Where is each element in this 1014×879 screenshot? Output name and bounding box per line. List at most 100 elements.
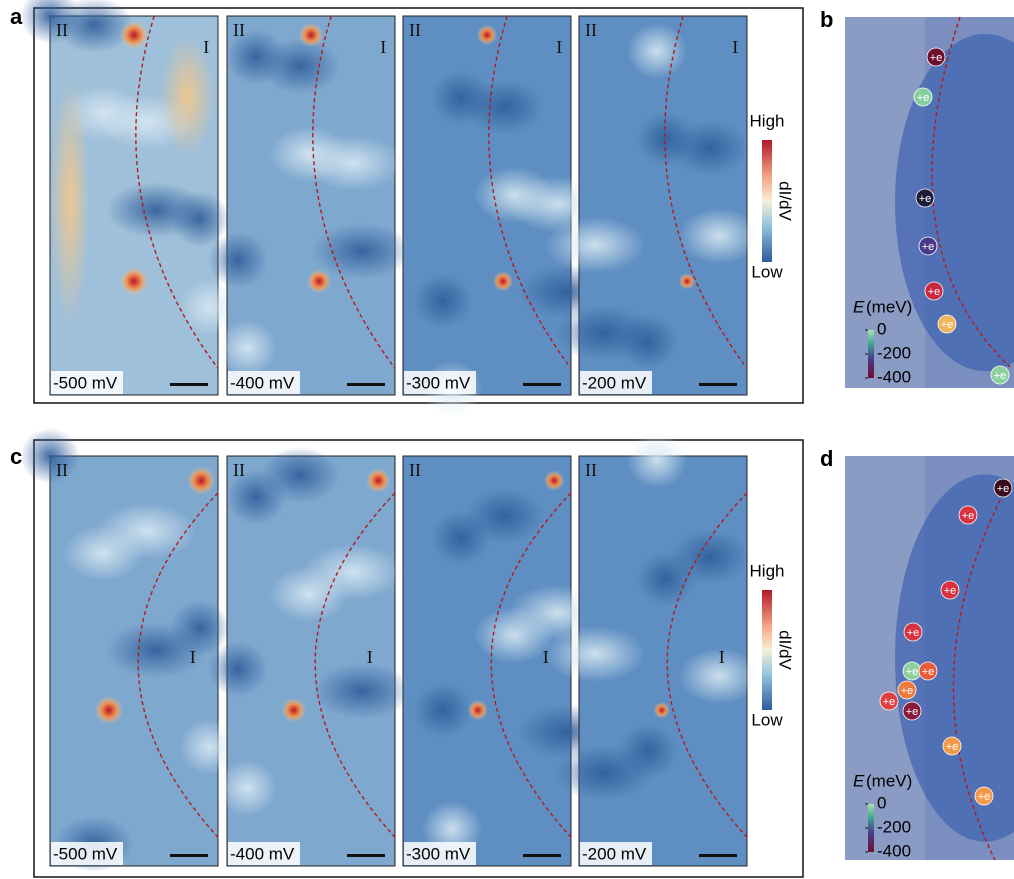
colorbar: [762, 590, 772, 710]
charge-label: +e: [944, 585, 957, 597]
colorbar-low: Low: [751, 262, 783, 281]
hot-spot: [366, 469, 390, 493]
warm-region: [50, 76, 90, 326]
texture: [217, 320, 277, 376]
scale-bar: [523, 854, 561, 857]
charge-label: +e: [962, 510, 975, 522]
colorbar-high: High: [750, 111, 785, 130]
panel-letter: b: [820, 7, 833, 32]
scale-bar: [699, 854, 737, 857]
figure: aIII-500 mVIII-400 mVIII-300 mVIII-200 m…: [0, 0, 1014, 879]
voltage-label: -200 mV: [582, 844, 647, 863]
region-label: I: [190, 647, 196, 667]
charge-label: +e: [978, 791, 991, 803]
texture: [545, 217, 645, 273]
voltage-label: -500 mV: [53, 373, 118, 392]
region-label: II: [409, 460, 421, 480]
region-label: I: [203, 37, 209, 57]
texture: [303, 544, 403, 600]
region-label: II: [585, 20, 597, 40]
energy-tick-label: -200: [877, 343, 911, 362]
energy-tick-label: -200: [877, 817, 911, 836]
charge-label: +e: [941, 319, 954, 331]
hot-spot: [120, 21, 148, 49]
scale-bar: [347, 383, 385, 386]
region-label: II: [233, 460, 245, 480]
scale-bar: [170, 854, 208, 857]
texture: [312, 223, 412, 279]
hot-spot: [307, 269, 331, 293]
charge-label: +e: [928, 286, 941, 298]
map: III-500 mV: [20, 428, 239, 872]
map: III-400 mV: [208, 447, 412, 866]
map: III-400 mV: [208, 16, 412, 395]
texture: [217, 760, 277, 816]
scale-bar: [170, 383, 208, 386]
charge-label: +e: [946, 741, 959, 753]
energy-colorbar: [868, 804, 874, 852]
hot-spot: [468, 700, 488, 720]
texture: [627, 432, 687, 488]
texture: [413, 682, 473, 738]
energy-symbol: E: [853, 297, 865, 316]
region-label: II: [585, 460, 597, 480]
map: III-200 mV: [545, 432, 759, 866]
voltage-label: -200 mV: [582, 373, 647, 392]
charge-label: +e: [906, 666, 919, 678]
charge-label: +e: [994, 370, 1007, 382]
voltage-label: -400 mV: [230, 844, 295, 863]
colorbar: [762, 140, 772, 262]
texture: [545, 626, 645, 682]
texture: [413, 273, 473, 329]
energy-symbol: E: [853, 771, 865, 790]
charge-label: +e: [907, 627, 920, 639]
energy-tick-label: -400: [877, 841, 911, 860]
texture: [627, 23, 687, 79]
hot-spot: [95, 696, 123, 724]
charge-label: +e: [883, 696, 896, 708]
energy-unit: (meV): [866, 771, 912, 790]
texture: [260, 447, 340, 503]
texture: [97, 503, 197, 559]
hot-spot: [187, 467, 215, 495]
region-label: II: [56, 460, 68, 480]
charge-label: +e: [922, 241, 935, 253]
region-label: II: [56, 20, 68, 40]
region-label: II: [409, 20, 421, 40]
hot-spot: [282, 698, 306, 722]
texture: [465, 79, 545, 135]
scale-bar: [347, 854, 385, 857]
voltage-label: -300 mV: [406, 844, 471, 863]
region-label: I: [556, 37, 562, 57]
texture: [465, 488, 545, 544]
region-label: I: [367, 647, 373, 667]
hot-spot: [654, 702, 670, 718]
texture: [618, 723, 678, 779]
scale-bar: [699, 383, 737, 386]
charge-label: +e: [917, 92, 930, 104]
region-label: II: [233, 20, 245, 40]
charge-label: +e: [922, 666, 935, 678]
colorbar-label: dI/dV: [776, 181, 795, 221]
hot-spot: [493, 271, 513, 291]
texture: [303, 135, 403, 191]
colorbar-label: dI/dV: [776, 630, 795, 670]
energy-tick-label: 0: [877, 319, 886, 338]
hot-spot: [299, 23, 323, 47]
texture: [670, 120, 750, 176]
charge-label: +e: [906, 706, 919, 718]
energy-tick-label: 0: [877, 793, 886, 812]
texture: [208, 232, 268, 288]
region-label: I: [719, 647, 725, 667]
texture: [20, 428, 80, 484]
hot-spot: [544, 471, 564, 491]
hot-spot: [477, 25, 497, 45]
charge-label: +e: [997, 483, 1010, 495]
charge-label: +e: [919, 193, 932, 205]
voltage-label: -300 mV: [406, 373, 471, 392]
energy-unit: (meV): [866, 297, 912, 316]
charge-label: +e: [901, 685, 914, 697]
voltage-label: -500 mV: [53, 844, 118, 863]
map: III-500 mV: [20, 0, 239, 395]
region-label: I: [732, 37, 738, 57]
